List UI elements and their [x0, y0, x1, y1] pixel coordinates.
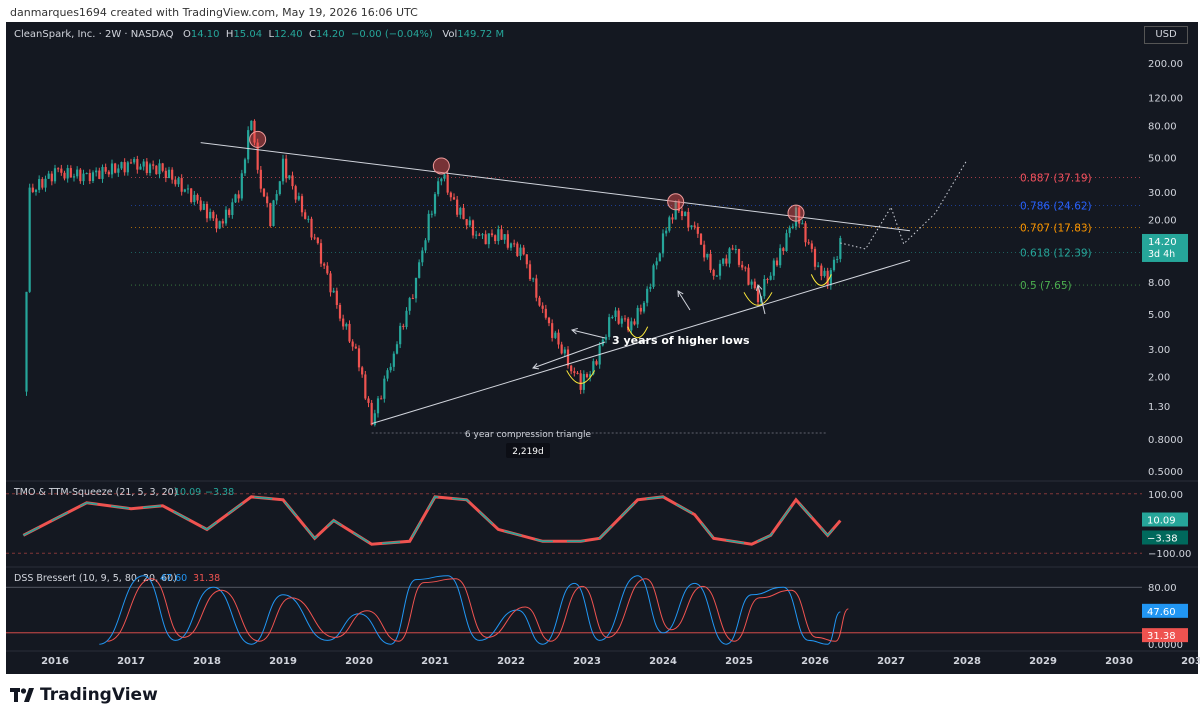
- high-label: H: [225, 29, 234, 40]
- low-value: 12.40: [274, 29, 303, 40]
- volume-value: 149.72 M: [457, 29, 505, 40]
- change-value: −0.00 (−0.04%): [351, 29, 433, 40]
- tradingview-logo-icon: [10, 688, 34, 702]
- close-value: 14.20: [316, 29, 345, 40]
- chart-area: [6, 22, 1198, 674]
- open-value: 14.10: [190, 29, 220, 40]
- open-label: O: [183, 29, 191, 40]
- tradingview-logo-text: TradingView: [40, 685, 158, 705]
- tradingview-logo: TradingView: [10, 685, 158, 705]
- low-label: L: [268, 29, 275, 40]
- symbol-name: CleanSpark, Inc. · 2W · NASDAQ: [14, 29, 174, 40]
- high-value: 15.04: [233, 29, 263, 40]
- volume-label: Vol: [442, 29, 458, 40]
- footer-bar: [0, 674, 1200, 719]
- credit-line: danmarques1694 created with TradingView.…: [10, 6, 418, 19]
- close-label: C: [309, 29, 316, 40]
- currency-button[interactable]: USD: [1144, 26, 1188, 44]
- symbol-legend: CleanSpark, Inc. · 2W · NASDAQ O14.10 H1…: [14, 29, 504, 40]
